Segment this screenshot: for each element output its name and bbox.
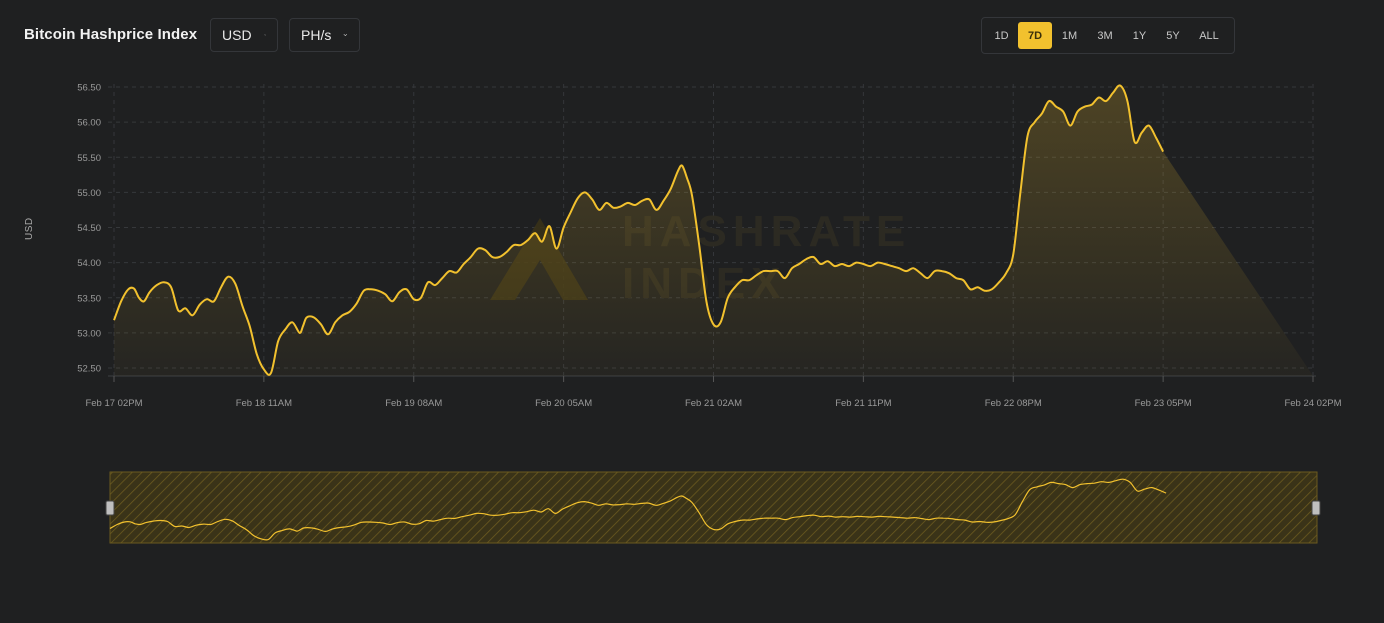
navigator-right-handle[interactable] bbox=[1311, 500, 1321, 516]
y-axis-ticks: 52.50 53.00 53.50 54.00 54.50 55.00 55.50 56.00… bbox=[77, 83, 101, 375]
x-tick-label: Feb 23 05PM bbox=[1135, 398, 1192, 409]
y-tick-label: 56.00 bbox=[77, 118, 101, 129]
x-tick-label: Feb 24 02PM bbox=[1284, 398, 1341, 409]
range-button-3m[interactable]: 3M bbox=[1087, 22, 1123, 49]
unit-select-value: PH/s bbox=[301, 27, 332, 43]
unit-select[interactable]: PH/s bbox=[289, 18, 360, 52]
range-navigator[interactable] bbox=[105, 471, 1321, 544]
y-tick-label: 55.00 bbox=[77, 188, 101, 199]
range-button-1d[interactable]: 1D bbox=[985, 22, 1018, 49]
range-button-5y[interactable]: 5Y bbox=[1156, 22, 1190, 49]
y-tick-label: 53.50 bbox=[77, 293, 101, 304]
x-axis-ticks: Feb 17 02PM Feb 18 11AM Feb 19 08AM Feb 20 … bbox=[85, 398, 1341, 409]
y-tick-label: 54.50 bbox=[77, 223, 101, 234]
chevron-down-icon bbox=[343, 33, 348, 37]
navigator-window[interactable] bbox=[109, 471, 1318, 544]
y-tick-label: 55.50 bbox=[77, 153, 101, 164]
x-tick-label: Feb 20 05AM bbox=[535, 398, 592, 409]
currency-select[interactable]: USD bbox=[210, 18, 278, 52]
x-tick-label: Feb 18 11AM bbox=[236, 398, 292, 409]
range-button-1y[interactable]: 1Y bbox=[1123, 22, 1156, 49]
y-tick-label: 53.00 bbox=[77, 328, 101, 339]
navigator-left-handle[interactable] bbox=[105, 500, 115, 516]
x-tick-label: Feb 21 11PM bbox=[835, 398, 891, 409]
page-title: Bitcoin Hashprice Index bbox=[24, 26, 198, 43]
time-range-selector: 1D 7D 1M 3M 1Y 5Y ALL bbox=[981, 17, 1235, 54]
series-line bbox=[113, 84, 1164, 376]
series-area bbox=[114, 85, 1313, 376]
range-button-all[interactable]: ALL bbox=[1190, 22, 1228, 49]
x-tick-label: Feb 21 02AM bbox=[685, 398, 742, 409]
y-tick-label: 54.00 bbox=[77, 258, 101, 269]
y-tick-label: 52.50 bbox=[77, 364, 101, 375]
currency-select-value: USD bbox=[222, 27, 252, 43]
x-tick-label: Feb 19 08AM bbox=[385, 398, 442, 409]
chevron-down-icon bbox=[263, 34, 266, 36]
y-tick-label: 56.50 bbox=[77, 83, 101, 94]
range-button-1m[interactable]: 1M bbox=[1052, 22, 1087, 49]
navigator-series-line bbox=[109, 478, 1167, 541]
range-button-7d[interactable]: 7D bbox=[1018, 22, 1052, 49]
x-tick-label: Feb 22 08PM bbox=[985, 398, 1042, 409]
x-tick-label: Feb 17 02PM bbox=[85, 398, 142, 409]
